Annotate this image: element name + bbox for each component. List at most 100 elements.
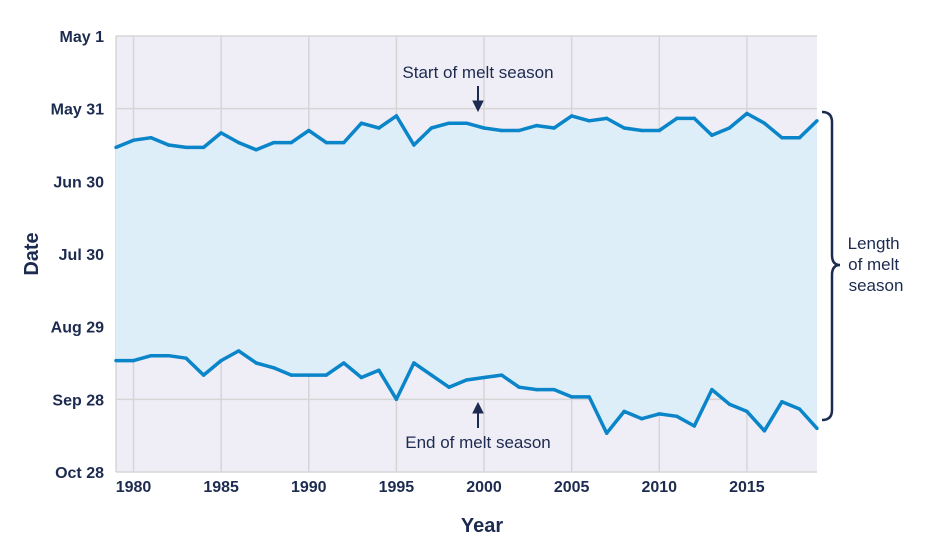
end-point [254, 361, 258, 365]
start-point [815, 119, 819, 123]
start-point [762, 121, 767, 125]
x-tick-label: 1980 [116, 479, 152, 496]
bracket-label-line: season [849, 276, 904, 295]
end-point [184, 356, 188, 360]
end-point [587, 395, 591, 399]
down-arrow-icon [472, 86, 484, 113]
start-point [201, 145, 206, 150]
start-point [745, 111, 749, 116]
y-tick-label: Aug 29 [51, 320, 104, 337]
start-point [272, 140, 276, 145]
start-point [727, 126, 732, 130]
x-tick-label: 1985 [203, 479, 239, 496]
start-point [780, 136, 784, 140]
start-point [429, 126, 434, 130]
up-arrow-icon [472, 401, 484, 428]
end-point [289, 373, 293, 377]
start-point [797, 136, 802, 140]
y-tick-label: Jun 30 [53, 174, 104, 191]
bracket-label-line: Length [848, 234, 900, 253]
start-point [324, 140, 328, 145]
start-point [517, 128, 521, 133]
start-point [289, 140, 293, 145]
end-point [657, 412, 661, 416]
y-axis-label: Date [21, 232, 43, 275]
end-annotation: End of melt season [405, 433, 551, 452]
end-point [219, 358, 223, 363]
x-tick-label: 1990 [291, 479, 327, 496]
x-tick-label: 2015 [729, 479, 765, 496]
start-point [499, 128, 504, 133]
end-point [114, 358, 118, 363]
start-point [254, 148, 258, 152]
start-point [114, 145, 118, 150]
start-point [464, 121, 469, 125]
end-point [412, 361, 416, 365]
y-tick-label: May 1 [60, 29, 105, 46]
start-point [184, 145, 188, 150]
end-point [166, 354, 171, 358]
start-point [710, 133, 714, 138]
start-point [359, 121, 364, 125]
end-point [622, 409, 626, 414]
bracket [821, 110, 841, 422]
start-point [605, 116, 609, 121]
end-point [815, 426, 819, 431]
end-point [482, 375, 486, 380]
end-point [394, 397, 399, 402]
start-point [552, 126, 556, 130]
start-point [166, 143, 171, 147]
end-point [552, 387, 556, 392]
end-point [727, 402, 732, 406]
end-point [499, 373, 504, 377]
end-point [675, 414, 679, 418]
end-point [377, 368, 381, 372]
end-point [359, 375, 364, 380]
end-point [131, 358, 136, 363]
start-point [587, 119, 591, 123]
start-point [675, 116, 679, 121]
x-tick-label: 2005 [554, 479, 590, 496]
start-annotation: Start of melt season [402, 63, 553, 82]
end-point [745, 409, 749, 414]
start-point [236, 140, 241, 145]
end-point [236, 349, 241, 353]
melt-season-area [116, 113, 817, 434]
end-point [517, 385, 521, 389]
x-tick-label: 1995 [379, 479, 415, 496]
start-point [394, 114, 399, 118]
start-point [412, 143, 416, 147]
x-axis-label: Year [461, 515, 503, 537]
end-point [780, 400, 784, 404]
start-point [307, 128, 311, 133]
end-point [272, 366, 276, 370]
start-point [569, 114, 574, 118]
end-point [762, 429, 767, 433]
end-point [605, 431, 609, 435]
x-tick-label: 2010 [641, 479, 677, 496]
end-point [201, 373, 206, 377]
start-point [447, 121, 451, 125]
start-point [342, 140, 346, 145]
end-point [692, 424, 697, 428]
start-point [131, 138, 136, 142]
start-point [149, 136, 153, 140]
end-point [710, 387, 714, 392]
start-point [622, 126, 626, 130]
end-point [342, 361, 346, 365]
end-point [464, 378, 469, 382]
start-point [482, 126, 486, 130]
end-point [307, 373, 311, 377]
start-point [640, 128, 644, 133]
end-point [534, 387, 539, 392]
y-tick-label: Sep 28 [52, 392, 104, 409]
start-point [219, 131, 223, 135]
y-tick-label: May 31 [51, 102, 104, 119]
end-point [447, 385, 451, 389]
start-point [692, 116, 697, 121]
y-tick-label: Jul 30 [59, 247, 104, 264]
end-point [429, 373, 434, 377]
x-tick-label: 2000 [466, 479, 502, 496]
bracket-label-line: of melt [848, 255, 899, 274]
